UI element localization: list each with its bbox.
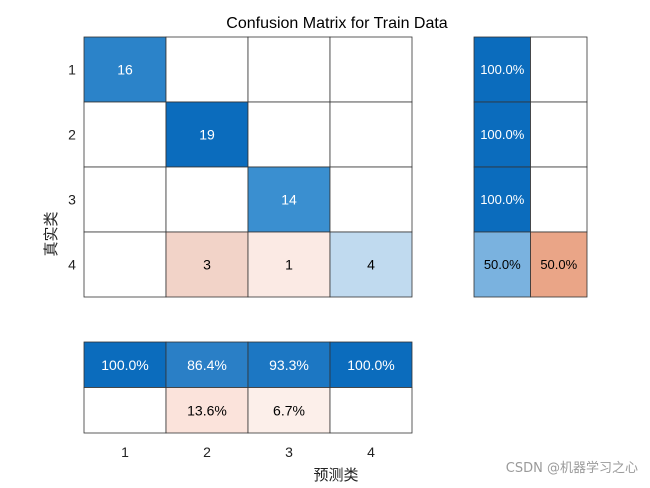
x-tick-labels: 1 2 3 4 [121,444,375,460]
matrix-cell [247,231,331,298]
matrix-cell-value: 3 [203,257,211,273]
column-summary-value: 93.3% [269,357,309,373]
matrix-cell [83,36,167,103]
row-summary-value: 100.0% [480,127,525,142]
y-tick-labels: 1 2 3 4 [68,62,76,273]
watermark-text: CSDN @机器学习之心 [505,461,638,476]
matrix-cell-value: 1 [285,257,293,273]
column-summary-matrix: 100.0% 86.4% 93.3% 100.0% 13.6% 6.7% [83,341,413,434]
row-summary-cell [473,231,531,298]
matrix-cell [329,231,413,298]
row-summary-matrix: 100.0% 100.0% 100.0% 50.0% 50.0% [473,36,588,298]
matrix-cell [329,36,413,103]
matrix-cell [329,101,413,168]
row-summary-value: 50.0% [540,257,577,272]
row-summary-value: 100.0% [480,62,525,77]
x-tick-label: 3 [285,444,293,460]
row-summary-cell [530,36,588,103]
matrix-cell [247,166,331,233]
matrix-cell [83,231,167,298]
row-summary-value: 50.0% [484,257,521,272]
column-summary-cell [329,387,413,434]
chart-title: Confusion Matrix for Train Data [226,15,448,32]
column-summary-value: 100.0% [347,357,394,373]
matrix-cell-value: 14 [281,192,297,208]
row-summary-cell [530,231,588,298]
column-summary-cell [247,387,331,434]
matrix-cell [165,36,249,103]
y-tick-label: 3 [68,192,76,208]
matrix-cell-value: 4 [367,257,375,273]
column-summary-cell [165,341,249,388]
column-summary-value: 6.7% [273,402,305,418]
x-tick-label: 2 [203,444,211,460]
matrix-cell [83,101,167,168]
y-axis-label: 真实类 [42,211,60,256]
matrix-cell [83,166,167,233]
y-tick-label: 4 [68,257,76,273]
x-axis-label: 预测类 [313,466,358,484]
matrix-cell-value: 16 [117,62,133,78]
matrix-cell [165,101,249,168]
row-summary-cell [530,166,588,233]
matrix-cell [247,36,331,103]
row-summary-cell [530,101,588,168]
column-summary-cell [83,387,167,434]
matrix-cell-value: 19 [199,127,215,143]
column-summary-value: 13.6% [187,402,227,418]
x-tick-label: 1 [121,444,129,460]
column-summary-cell [247,341,331,388]
matrix-cell [329,166,413,233]
column-summary-cell [83,341,167,388]
row-summary-value: 100.0% [480,192,525,207]
matrix-cell [247,101,331,168]
column-summary-value: 86.4% [187,357,227,373]
column-summary-value: 100.0% [101,357,148,373]
x-tick-label: 4 [367,444,375,460]
matrix-cell [165,231,249,298]
row-summary-cell [473,101,531,168]
matrix-cell [165,166,249,233]
column-summary-cell [329,341,413,388]
column-summary-cell [165,387,249,434]
y-tick-label: 2 [68,127,76,143]
y-tick-label: 1 [68,62,76,78]
